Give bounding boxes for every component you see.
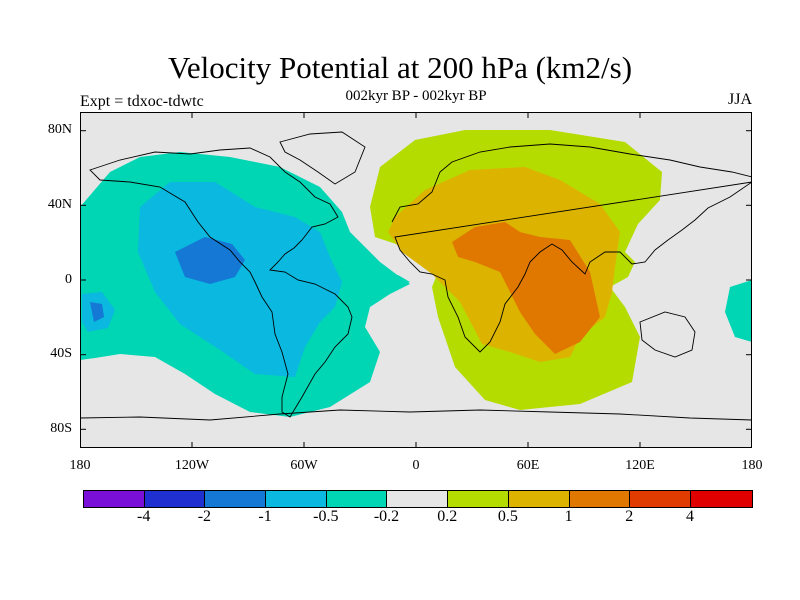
colorbar-label: -0.2: [373, 508, 400, 525]
americas-coast: [89, 147, 353, 418]
lat-label-80S: 80S: [50, 421, 72, 436]
lon-label-60w: 60W: [290, 458, 318, 473]
chart-subtitle: 002kyr BP - 002kyr BP: [345, 88, 487, 104]
lat-label-40N: 40N: [47, 197, 72, 212]
colorbar-label: -2: [197, 508, 212, 525]
map-panel: [80, 112, 752, 448]
colorbar-label: 2: [625, 508, 634, 525]
contour-neg-far-east: [725, 280, 752, 342]
colorbar-swatch: [205, 491, 267, 507]
lat-label-80N: 80N: [47, 122, 72, 137]
contour-neg-pacific-spot: [378, 275, 410, 287]
colorbar-swatch: [84, 491, 145, 507]
contour-neg-1-east: [90, 302, 104, 322]
lat-label-40S: 40S: [50, 346, 72, 361]
lon-label-180w: 180: [69, 458, 91, 473]
antarctica-coast: [80, 409, 752, 421]
experiment-label: Expt = tdxoc-tdwtc: [80, 93, 204, 110]
lon-label-0: 0: [412, 458, 420, 473]
colorbar-label: 4: [686, 508, 694, 525]
colorbar-swatch: [144, 491, 206, 507]
eurasia-africa-coast: [391, 143, 752, 353]
lon-label-120w: 120W: [174, 458, 210, 473]
colorbar-swatch: [569, 491, 631, 507]
colorbar-swatch: [326, 491, 388, 507]
chart-title: Velocity Potential at 200 hPa (km2/s): [167, 50, 633, 85]
contour-neg-0.5: [138, 182, 342, 377]
season-label: JJA: [727, 91, 752, 108]
colorbar: [83, 490, 753, 508]
colorbar-label: 0.5: [497, 508, 518, 525]
lon-label-180e: 180: [741, 458, 763, 473]
colorbar-swatch: [448, 491, 509, 507]
lat-label-0: 0: [65, 272, 72, 287]
colorbar-swatch: [630, 491, 691, 507]
colorbar-swatch: [387, 491, 449, 507]
lon-label-60e: 60E: [516, 458, 540, 473]
colorbar-swatch: [508, 491, 570, 507]
colorbar-label: -4: [137, 508, 151, 525]
coastlines: [80, 131, 752, 421]
colorbar-label: -0.5: [313, 508, 339, 525]
contour-pos-1: [452, 222, 600, 354]
colorbar-label: 1: [564, 508, 573, 525]
colorbar-swatch: [690, 491, 752, 507]
greenland-coast: [279, 131, 366, 185]
map-svg: [80, 112, 752, 448]
lon-label-120e: 120E: [625, 458, 655, 473]
map-frame: [80, 112, 752, 448]
colorbar-label: 0.2: [437, 508, 458, 525]
colorbar-label: -1: [258, 508, 272, 525]
colorbar-swatch: [266, 491, 327, 507]
australia-coast: [639, 311, 696, 358]
